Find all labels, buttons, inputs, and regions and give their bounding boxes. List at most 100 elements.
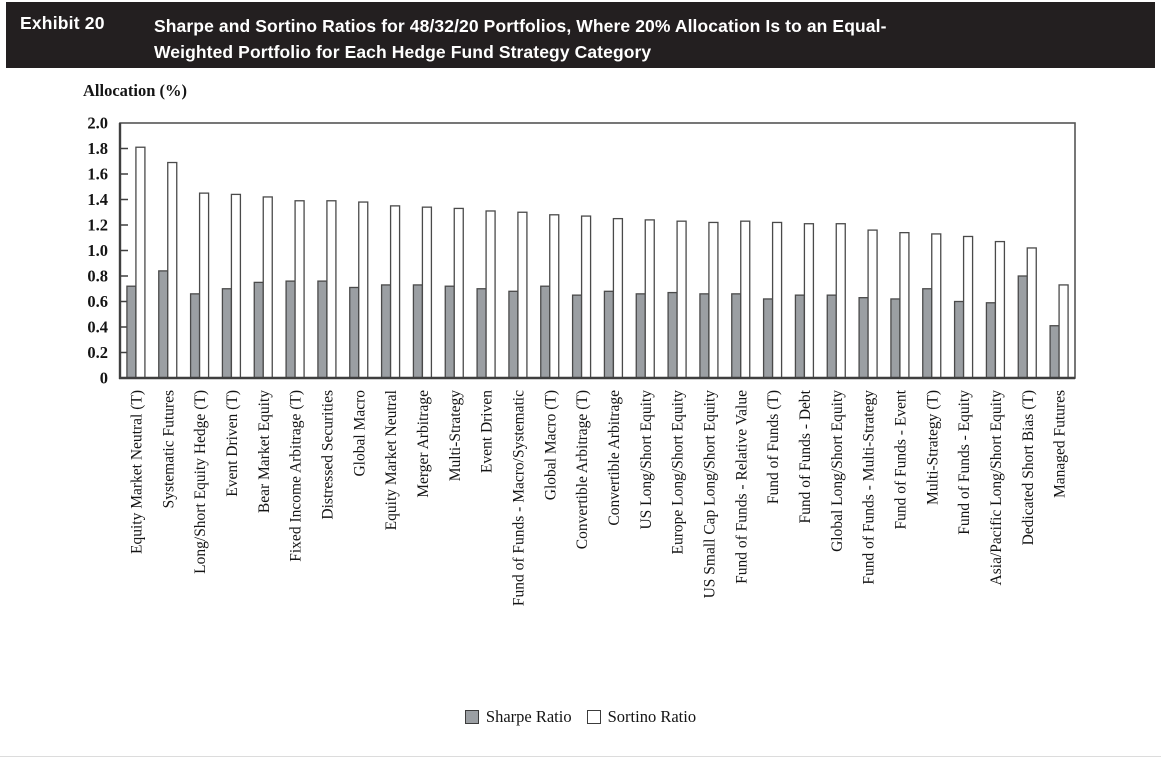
x-axis-category-label: Fund of Funds - Debt: [797, 389, 814, 523]
y-axis-title: Allocation (%): [83, 81, 188, 100]
x-axis-category-label: Global Macro (T): [542, 390, 559, 500]
bar-sortino-ratio: [867, 229, 878, 379]
sortino-ratio-swatch-icon: [586, 710, 601, 724]
bar-sharpe-ratio: [476, 288, 487, 379]
bar-sortino-ratio: [1058, 284, 1069, 379]
bar-sortino-ratio: [708, 221, 719, 379]
x-axis-category-label: Fund of Funds - Equity: [956, 390, 973, 535]
bar-sharpe-ratio: [635, 293, 646, 379]
bar-sharpe-ratio: [922, 288, 933, 379]
x-axis-category-label: US Long/Short Equity: [638, 390, 655, 530]
bar-sortino-ratio: [676, 220, 687, 379]
bar-sortino-ratio: [835, 223, 846, 379]
bar-sharpe-ratio: [890, 298, 901, 379]
bar-chart: 0 0.2 0.4 0.6 0.8 1.0 1.2 1.4 1.6 1.8 2.0 Equity Ma…: [0, 80, 1161, 702]
y-axis-tick-label: 2.0: [87, 114, 108, 133]
bar-sharpe-ratio: [221, 288, 233, 379]
x-axis-category-label: Fund of Funds (T): [765, 390, 782, 504]
x-axis-category-label: Event Driven: [479, 390, 496, 473]
bar-sharpe-ratio: [349, 286, 360, 379]
x-axis-category-label: Fund of Funds - Macro/Systematic: [510, 390, 527, 606]
bar-sharpe-ratio: [158, 270, 169, 379]
x-axis-category-label: Europe Long/Short Equity: [670, 390, 687, 555]
y-axis-tick-label: 0.2: [87, 343, 108, 362]
x-axis-category-label: Global Long/Short Equity: [829, 390, 846, 552]
y-axis-tick-label: 1.2: [87, 216, 108, 235]
x-axis-category-label: Equity Market Neutral (T): [128, 390, 145, 554]
bar-sortino-ratio: [198, 192, 210, 379]
x-axis-category-label: Systematic Futures: [160, 390, 177, 508]
x-axis-category-label: Convertible Arbitrage: [606, 390, 623, 526]
x-axis-category-label: Equity Market Neutral: [383, 390, 400, 530]
x-axis-category-label: Asia/Pacific Long/Short Equity: [988, 390, 1005, 586]
bar-sortino-ratio: [389, 205, 401, 379]
bar-sharpe-ratio: [285, 280, 296, 379]
y-axis-tick-label: 1.6: [87, 165, 108, 184]
y-axis-tick-label: 0.4: [87, 318, 108, 337]
chart-canvas: 0 0.2 0.4 0.6 0.8 1.0 1.2 1.4 1.6 1.8 2.0 Equity Ma…: [87, 114, 1076, 606]
bar-sortino-ratio: [230, 193, 242, 379]
bar-sortino-ratio: [326, 200, 337, 379]
bar-sortino-ratio: [1026, 247, 1037, 379]
bar-sharpe-ratio: [667, 291, 678, 379]
bar-sharpe-ratio: [603, 290, 615, 379]
exhibit-title-line2: Weighted Portfolio for Each Hedge Fund S…: [154, 42, 652, 62]
bar-sortino-ratio: [167, 161, 178, 379]
bar-sortino-ratio: [962, 235, 974, 379]
x-axis-category-label: Bear Market Equity: [256, 390, 273, 513]
x-axis-category-label: Fund of Funds - Multi-Strategy: [861, 390, 878, 585]
bar-sharpe-ratio: [953, 300, 965, 379]
exhibit-label: Exhibit 20: [20, 13, 105, 33]
bar-sharpe-ratio: [380, 284, 392, 379]
x-axis-category-label: Convertible Arbitrage (T): [574, 390, 591, 549]
bar-sharpe-ratio: [826, 294, 837, 379]
bar-sortino-ratio: [644, 219, 655, 379]
bar-sortino-ratio: [421, 206, 433, 379]
bottom-divider: [0, 756, 1161, 757]
legend-item-sharpe: Sharpe Ratio: [464, 707, 572, 727]
bar-sortino-ratio: [771, 221, 783, 379]
bar-sharpe-ratio: [1017, 275, 1028, 379]
bar-sharpe-ratio: [412, 284, 424, 379]
bar-sortino-ratio: [899, 231, 910, 379]
bar-sharpe-ratio: [699, 293, 710, 379]
bar-sortino-ratio: [262, 196, 273, 379]
legend-item-sortino: Sortino Ratio: [586, 707, 696, 727]
bar-sortino-ratio: [135, 146, 146, 379]
bar-sharpe-ratio: [444, 285, 455, 379]
bar-sortino-ratio: [517, 211, 528, 379]
bar-sharpe-ratio: [317, 280, 328, 379]
bar-sortino-ratio: [580, 215, 592, 379]
exhibit-title: Sharpe and Sortino Ratios for 48/32/20 P…: [154, 13, 887, 65]
x-axis-category-label: Dedicated Short Bias (T): [1020, 390, 1037, 545]
bar-sharpe-ratio: [762, 298, 774, 379]
x-axis-category-label: Event Driven (T): [224, 390, 241, 497]
x-axis-category-label: US Small Cap Long/Short Equity: [701, 390, 718, 599]
bar-sortino-ratio: [453, 207, 464, 379]
x-axis-category-label: Distressed Securities: [319, 390, 336, 520]
bar-sortino-ratio: [485, 210, 496, 379]
bar-sharpe-ratio: [985, 302, 997, 379]
exhibit-title-line1: Sharpe and Sortino Ratios for 48/32/20 P…: [154, 16, 887, 36]
bar-sharpe-ratio: [253, 281, 264, 379]
y-axis-tick-label: 1.4: [87, 190, 108, 209]
legend-label-sharpe: Sharpe Ratio: [485, 707, 572, 726]
y-axis-tick-label: 1.0: [87, 241, 108, 260]
x-axis-category-label: Managed Futures: [1052, 390, 1069, 498]
bar-sharpe-ratio: [540, 285, 551, 379]
y-axis-tick-label: 0.8: [87, 267, 108, 286]
bar-sortino-ratio: [294, 200, 305, 379]
y-axis-tick-label: 0: [100, 369, 108, 388]
chart-legend: Sharpe Ratio Sortino Ratio: [0, 707, 1161, 727]
x-axis-category-label: Multi-Strategy (T): [924, 390, 941, 505]
bar-sharpe-ratio: [189, 293, 201, 379]
x-axis-category-label: Fund of Funds - Relative Value: [733, 390, 750, 584]
bar-sortino-ratio: [803, 223, 815, 379]
x-axis-category-label: Merger Arbitrage: [415, 390, 432, 498]
sharpe-ratio-swatch-icon: [464, 710, 479, 724]
bar-sharpe-ratio: [794, 294, 806, 379]
bar-sharpe-ratio: [126, 285, 137, 379]
exhibit-header: Exhibit 20 Sharpe and Sortino Ratios for…: [6, 2, 1155, 68]
bar-sortino-ratio: [358, 201, 369, 379]
